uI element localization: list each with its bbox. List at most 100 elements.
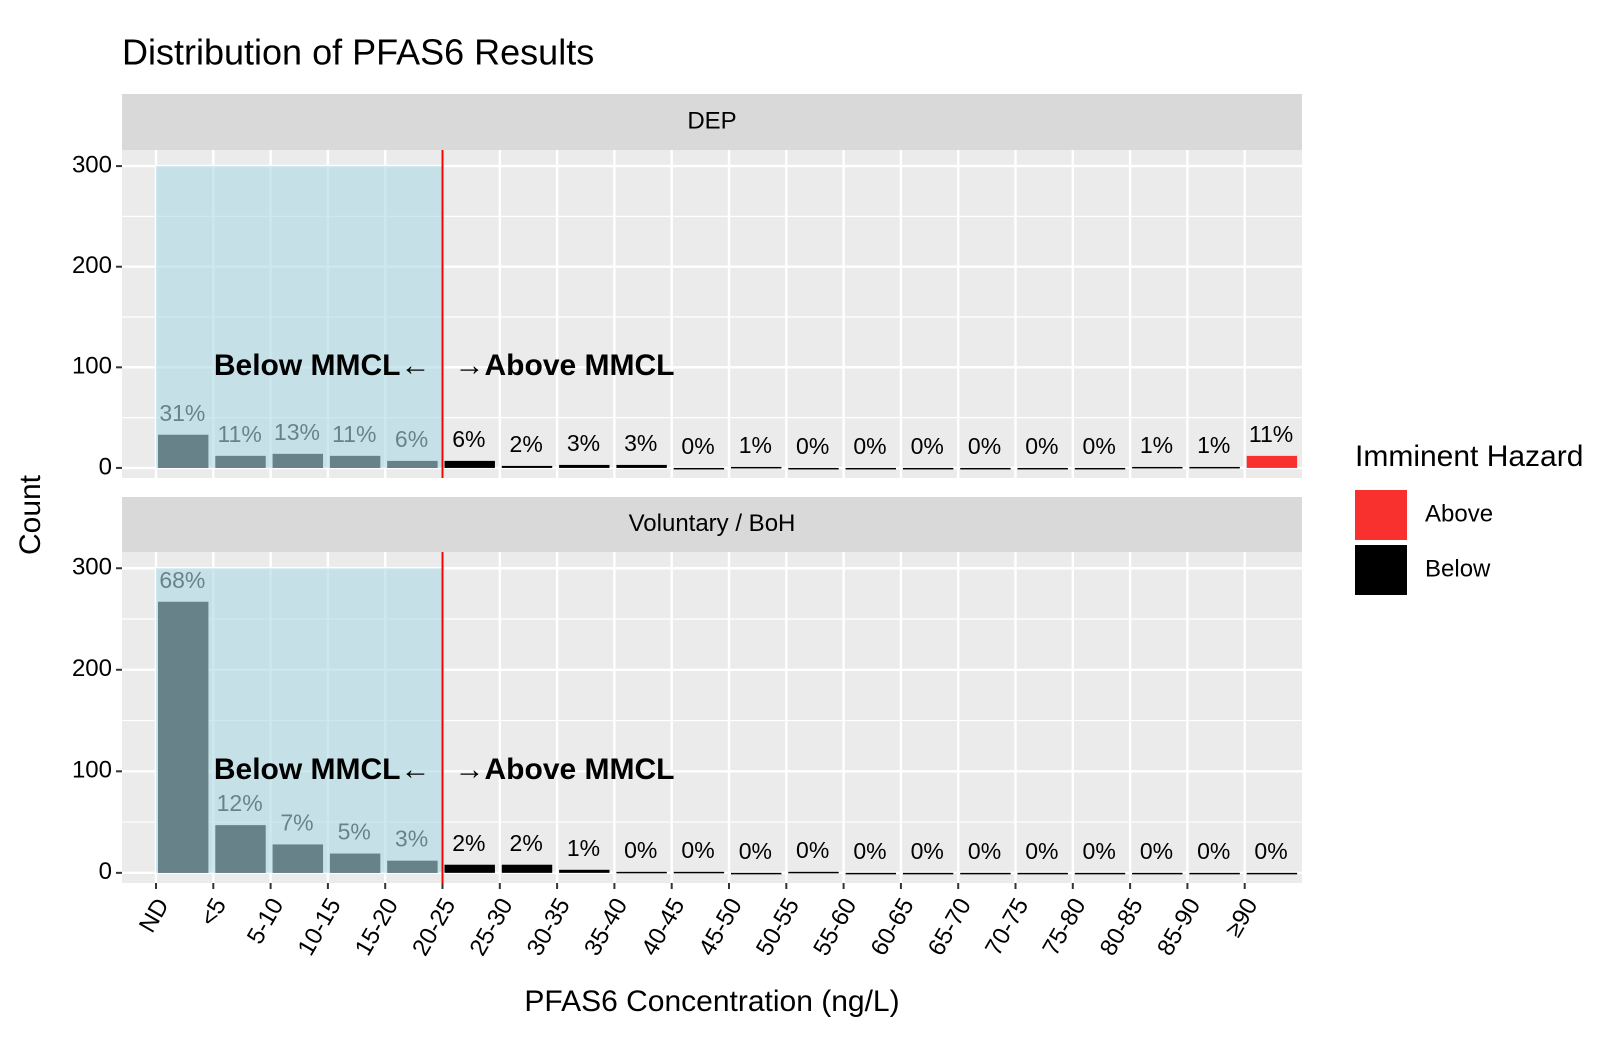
data-label: 1% <box>1140 432 1173 458</box>
data-label: 0% <box>853 838 886 864</box>
legend-key <box>1355 545 1407 595</box>
data-label: 11% <box>1249 421 1293 447</box>
x-tick-label: 40-45 <box>636 894 690 961</box>
facet-title: Voluntary / BoH <box>629 510 796 537</box>
bar <box>616 464 667 468</box>
bar <box>616 871 667 874</box>
x-tick-label: 85-90 <box>1152 894 1206 961</box>
y-tick-label: 0 <box>99 453 112 480</box>
data-label: 2% <box>510 431 543 457</box>
data-label: 0% <box>1025 838 1058 864</box>
bar <box>1017 467 1068 470</box>
bar <box>559 869 610 873</box>
data-label: 0% <box>796 433 829 459</box>
facet-title: DEP <box>687 107 736 134</box>
data-label: 1% <box>1197 432 1230 458</box>
chart-title: Distribution of PFAS6 Results <box>122 32 594 73</box>
x-tick-label: 25-30 <box>464 894 518 961</box>
bar <box>1132 466 1183 469</box>
x-tick-label: 80-85 <box>1095 894 1149 961</box>
data-label: 3% <box>567 430 600 456</box>
legend-key <box>1355 490 1407 540</box>
data-label: 0% <box>968 838 1001 864</box>
data-label: 0% <box>739 838 772 864</box>
bar <box>1246 872 1298 875</box>
x-tick-label: 10-15 <box>293 894 347 961</box>
annotation: →Above MMCL <box>455 349 675 382</box>
annotation: Below MMCL← <box>214 753 431 786</box>
data-label: 1% <box>567 835 600 861</box>
x-tick-label: 75-80 <box>1037 894 1091 961</box>
x-tick-label: 15-20 <box>350 894 404 961</box>
data-label: 0% <box>911 838 944 864</box>
bar <box>731 872 782 875</box>
data-label: 0% <box>1197 838 1230 864</box>
bar <box>444 460 495 468</box>
bar <box>960 872 1011 875</box>
x-axis-title: PFAS6 Concentration (ng/L) <box>524 985 899 1018</box>
x-tick-label: 5-10 <box>242 894 289 949</box>
panel: 11%31%11%13%11%6%6%2%3%3%0%1%0%0%0%0%0%0… <box>122 150 1302 478</box>
y-tick-label: 100 <box>72 757 112 784</box>
bar <box>960 467 1011 470</box>
x-tick-label: 45-50 <box>694 894 748 961</box>
data-label: 2% <box>452 830 485 856</box>
x-tick-label: 70-75 <box>980 894 1034 961</box>
data-label: 0% <box>1083 838 1116 864</box>
x-tick-label: 20-25 <box>407 894 461 961</box>
data-label: 0% <box>681 837 714 863</box>
below-mmcl-shade <box>156 166 443 468</box>
bar <box>731 466 782 469</box>
x-tick-label: 35-40 <box>579 894 633 961</box>
strip <box>122 94 1302 150</box>
annotation: Below MMCL← <box>214 349 431 382</box>
data-label: 0% <box>681 433 714 459</box>
bar <box>1074 467 1126 470</box>
data-label: 0% <box>911 433 944 459</box>
x-tick-label: ≥90 <box>1220 894 1263 942</box>
bar <box>788 467 839 470</box>
bar <box>673 871 725 874</box>
below-mmcl-shade <box>156 568 443 873</box>
data-label: 0% <box>624 837 657 863</box>
bar <box>444 864 495 873</box>
x-tick-label: 60-65 <box>866 894 920 961</box>
legend-title: Imminent Hazard <box>1355 440 1583 473</box>
y-tick-label: 300 <box>72 554 112 581</box>
data-label: 0% <box>1254 838 1287 864</box>
panel: 68%12%7%5%3%2%2%1%0%0%0%0%0%0%0%0%0%0%0%… <box>122 552 1302 883</box>
data-label: 0% <box>968 433 1001 459</box>
bar <box>902 467 954 470</box>
y-tick-label: 300 <box>72 151 112 178</box>
y-tick-label: 0 <box>99 858 112 885</box>
bar <box>1189 466 1240 469</box>
y-tick-label: 100 <box>72 353 112 380</box>
annotation: →Above MMCL <box>455 753 675 786</box>
data-label: 3% <box>624 430 657 456</box>
bar <box>1017 872 1068 875</box>
y-tick-label: 200 <box>72 252 112 279</box>
y-axis-title: Count <box>14 474 47 555</box>
x-tick-label: 30-35 <box>522 894 576 961</box>
bar <box>559 464 610 468</box>
data-label: 6% <box>452 426 485 452</box>
data-label: 0% <box>1083 433 1116 459</box>
bar <box>788 871 839 874</box>
bar <box>1246 455 1298 468</box>
x-tick-label: <5 <box>195 894 232 931</box>
bar <box>1132 872 1183 875</box>
legend-label: Above <box>1425 500 1493 527</box>
legend-label: Below <box>1425 555 1491 582</box>
strip <box>122 497 1302 552</box>
data-label: 0% <box>853 433 886 459</box>
bar <box>845 872 897 875</box>
data-label: 0% <box>796 837 829 863</box>
bar <box>845 467 897 470</box>
x-tick-label: 55-60 <box>808 894 862 961</box>
y-tick-label: 200 <box>72 655 112 682</box>
bar <box>673 467 725 470</box>
bar <box>501 864 553 873</box>
data-label: 0% <box>1140 838 1173 864</box>
